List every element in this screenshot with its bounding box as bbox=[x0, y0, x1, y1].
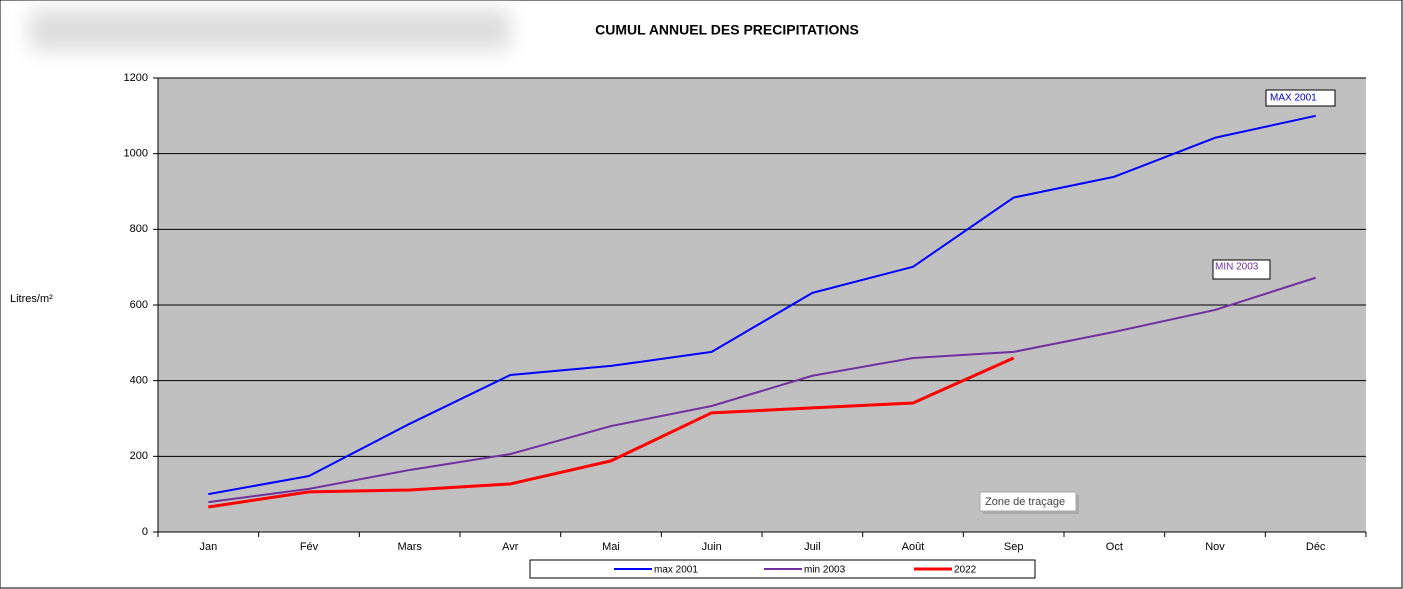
annotation: MIN 2003 bbox=[1215, 262, 1259, 273]
y-tick-label: 0 bbox=[142, 526, 148, 538]
annotation: MAX 2001 bbox=[1270, 93, 1317, 104]
series-line bbox=[208, 276, 1316, 504]
tooltip-text: Zone de traçage bbox=[985, 496, 1065, 508]
tooltip bbox=[979, 491, 1077, 512]
annotation-box bbox=[1212, 259, 1271, 280]
x-tick-label: Sep bbox=[1004, 541, 1024, 553]
x-tick-label: Juil bbox=[804, 541, 821, 553]
y-tick-label: 800 bbox=[130, 223, 148, 235]
x-tick-label: Oct bbox=[1106, 541, 1123, 553]
y-tick-label: 400 bbox=[130, 375, 148, 387]
legend-label: max 2001 bbox=[654, 565, 698, 576]
y-tick-label: 1000 bbox=[124, 148, 148, 160]
x-tick-label: Déc bbox=[1306, 541, 1326, 553]
chart-title: CUMUL ANNUEL DES PRECIPITATIONS bbox=[595, 22, 859, 38]
legend-label: min 2003 bbox=[804, 565, 846, 576]
x-tick-label: Nov bbox=[1205, 541, 1225, 553]
y-tick-label: 1200 bbox=[124, 72, 148, 84]
x-tick-label: Avr bbox=[502, 541, 519, 553]
x-tick-label: Mars bbox=[397, 541, 422, 553]
y-tick-label: 200 bbox=[130, 450, 148, 462]
x-tick-label: Juin bbox=[702, 541, 722, 553]
legend-label: 2022 bbox=[954, 565, 977, 576]
series-line bbox=[208, 356, 1015, 509]
series-line bbox=[208, 114, 1316, 496]
y-tick-label: 600 bbox=[130, 299, 148, 311]
blur-shadow bbox=[30, 10, 510, 50]
x-tick-label: Jan bbox=[199, 541, 217, 553]
x-tick-label: Fév bbox=[300, 541, 319, 553]
x-tick-label: Août bbox=[902, 541, 925, 553]
y-axis-label: Litres/m² bbox=[10, 293, 53, 305]
annotation-box bbox=[1265, 89, 1336, 107]
x-tick-label: Mai bbox=[602, 541, 620, 553]
